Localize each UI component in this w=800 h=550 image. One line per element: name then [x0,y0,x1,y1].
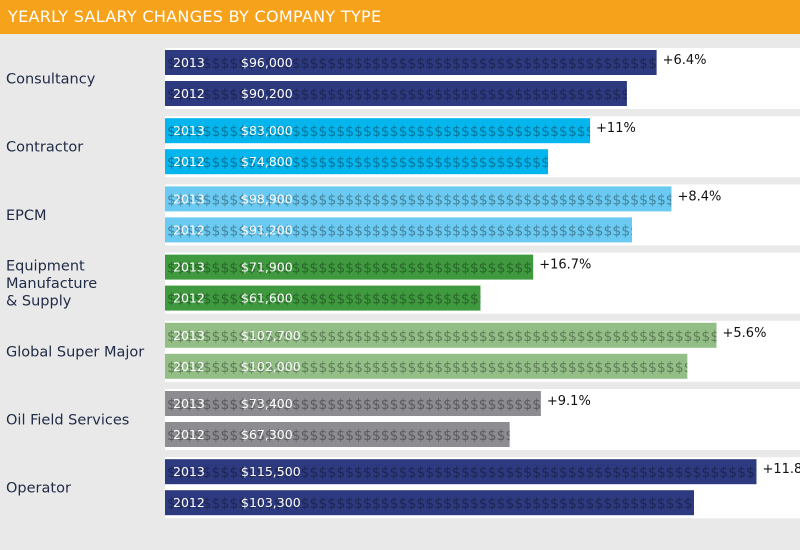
category-label: Global Super Major [6,344,144,360]
bar-year-label: 2012 [173,86,205,101]
category-label: Operator [6,481,71,497]
bar-value-label: $73,400 [241,396,293,411]
category-label-line: Manufacture [6,276,97,292]
category-label-line: Equipment [6,259,85,275]
bar-2013 [165,322,717,348]
dollar-pattern: $$$$$$$$$$$$$$$$$$$$$$$$$$$$$$$$$$$$$$$$… [167,155,568,171]
category-label-line: EPCM [6,208,47,224]
percent-change-label: +6.4% [663,53,707,68]
category-group: Global Super Major $$$$$$$$$$$$$$$$$$$$$$… [6,320,800,382]
bar-year-label: 2013 [173,396,205,411]
dollar-pattern: $$$$$$$$$$$$$$$$$$$$$$$$$$$$$$$$$$$$$$$$… [167,428,532,444]
bar-value-label: $107,700 [241,328,301,343]
bar-year-label: 2012 [173,291,205,306]
bar-value-label: $71,900 [241,260,293,275]
bar-2012 [165,149,549,175]
category-group: Oil Field Services $$$$$$$$$$$$$$$$$$$$$$… [6,389,800,450]
percent-change-label: +16.7% [539,258,591,273]
category-group: Operator $$$$$$$$$$$$$$$$$$$$$$$$$$$$$$$$… [6,457,800,519]
bar-value-label: $115,500 [241,464,301,479]
dollar-pattern: $$$$$$$$$$$$$$$$$$$$$$$$$$$$$$$$$$$$$$$$… [167,465,773,481]
bar-2013 [165,254,534,280]
dollar-pattern: $$$$$$$$$$$$$$$$$$$$$$$$$$$$$$$$$$$$$$$$… [167,360,710,376]
category-label-line: Consultancy [6,72,96,88]
bar-value-label: $96,000 [241,55,293,70]
bar-year-label: 2013 [173,191,205,206]
bar-2012 [165,422,510,447]
percent-change-label: +11.8% [762,462,800,477]
bar-year-label: 2013 [173,328,205,343]
category-label: EPCM [6,208,47,224]
dollar-pattern: $$$$$$$$$$$$$$$$$$$$$$$$$$$$$$$$$$$$$$$$… [167,192,693,208]
category-label-line: & Supply [6,294,72,310]
percent-change-label: +9.1% [547,394,591,409]
bar-2013 [165,391,541,416]
chart-title: YEARLY SALARY CHANGES BY COMPANY TYPE [8,7,382,26]
category-label: Oil Field Services [6,413,129,429]
dollar-pattern: $$$$$$$$$$$$$$$$$$$$$$$$$$$$$$$$$$$$$$$$… [167,496,710,512]
bar-value-label: $103,300 [241,495,301,510]
bar-2013 [165,118,591,144]
category-group: EPCM $$$$$$$$$$$$$$$$$$$$$$$$$$$$$$$$$$$$… [6,184,800,246]
bar-2012 [165,217,633,243]
percent-change-label: +8.4% [677,189,721,204]
bar-2012 [165,285,481,311]
bar-value-label: $74,800 [241,154,293,169]
dollar-pattern: $$$$$$$$$$$$$$$$$$$$$$$$$$$$$$$$$$$$$$$$… [167,223,648,239]
bar-year-label: 2013 [173,123,205,138]
dollar-pattern: $$$$$$$$$$$$$$$$$$$$$$$$$$$$$$$$$$$$$$$$… [167,329,737,345]
bar-year-label: 2012 [173,359,205,374]
category-label: Consultancy [6,72,96,88]
bar-year-label: 2013 [173,260,205,275]
category-label-line: Contractor [6,140,83,156]
bar-year-label: 2013 [173,55,205,70]
title-bar: YEARLY SALARY CHANGES BY COMPANY TYPE [0,0,800,34]
bar-value-label: $90,200 [241,86,293,101]
bar-year-label: 2012 [173,427,205,442]
dollar-pattern: $$$$$$$$$$$$$$$$$$$$$$$$$$$$$$$$$$$$$$$$… [167,124,612,140]
bar-value-label: $91,200 [241,222,293,237]
dollar-pattern: $$$$$$$$$$$$$$$$$$$$$$$$$$$$$$$$$$$$$$$$… [167,261,550,277]
category-group: Contractor $$$$$$$$$$$$$$$$$$$$$$$$$$$$$$… [6,116,800,178]
bar-value-label: $83,000 [241,123,293,138]
category-label-line: Oil Field Services [6,413,129,429]
bar-value-label: $102,000 [241,359,301,374]
percent-change-label: +11% [596,121,636,136]
dollar-pattern: $$$$$$$$$$$$$$$$$$$$$$$$$$$$$$$$$$$$$$$$… [167,87,648,103]
category-label-line: Operator [6,481,71,497]
bar-year-label: 2013 [173,464,205,479]
dollar-pattern: $$$$$$$$$$$$$$$$$$$$$$$$$$$$$$$$$$$$$$$$… [167,397,559,413]
bar-2013 [165,459,757,485]
dollar-pattern: $$$$$$$$$$$$$$$$$$$$$$$$$$$$$$$$$$$$$$ [167,292,505,308]
bar-2013 [165,186,672,212]
bar-value-label: $98,900 [241,191,293,206]
category-group: Equipment Manufacture & Supply $$$$$$$$$$$$… [6,252,800,314]
bar-value-label: $67,300 [241,427,293,442]
bar-value-label: $61,600 [241,291,293,306]
category-label: Equipment Manufacture & Supply [6,259,97,310]
category-group: Consultancy $$$$$$$$$$$$$$$$$$$$$$$$$$$$$… [6,48,800,109]
bar-2012 [165,490,694,516]
category-label-line: Global Super Major [6,344,144,360]
percent-change-label: +5.6% [723,326,767,341]
bar-year-label: 2012 [173,222,205,237]
bar-2012 [165,353,688,379]
salary-bar-chart: Consultancy $$$$$$$$$$$$$$$$$$$$$$$$$$$$$… [6,48,800,519]
category-label: Contractor [6,140,83,156]
bar-year-label: 2012 [173,154,205,169]
bar-2013 [165,50,657,75]
bar-year-label: 2012 [173,495,205,510]
bar-2012 [165,81,627,106]
dollar-pattern: $$$$$$$$$$$$$$$$$$$$$$$$$$$$$$$$$$$$$$$$… [167,56,675,72]
